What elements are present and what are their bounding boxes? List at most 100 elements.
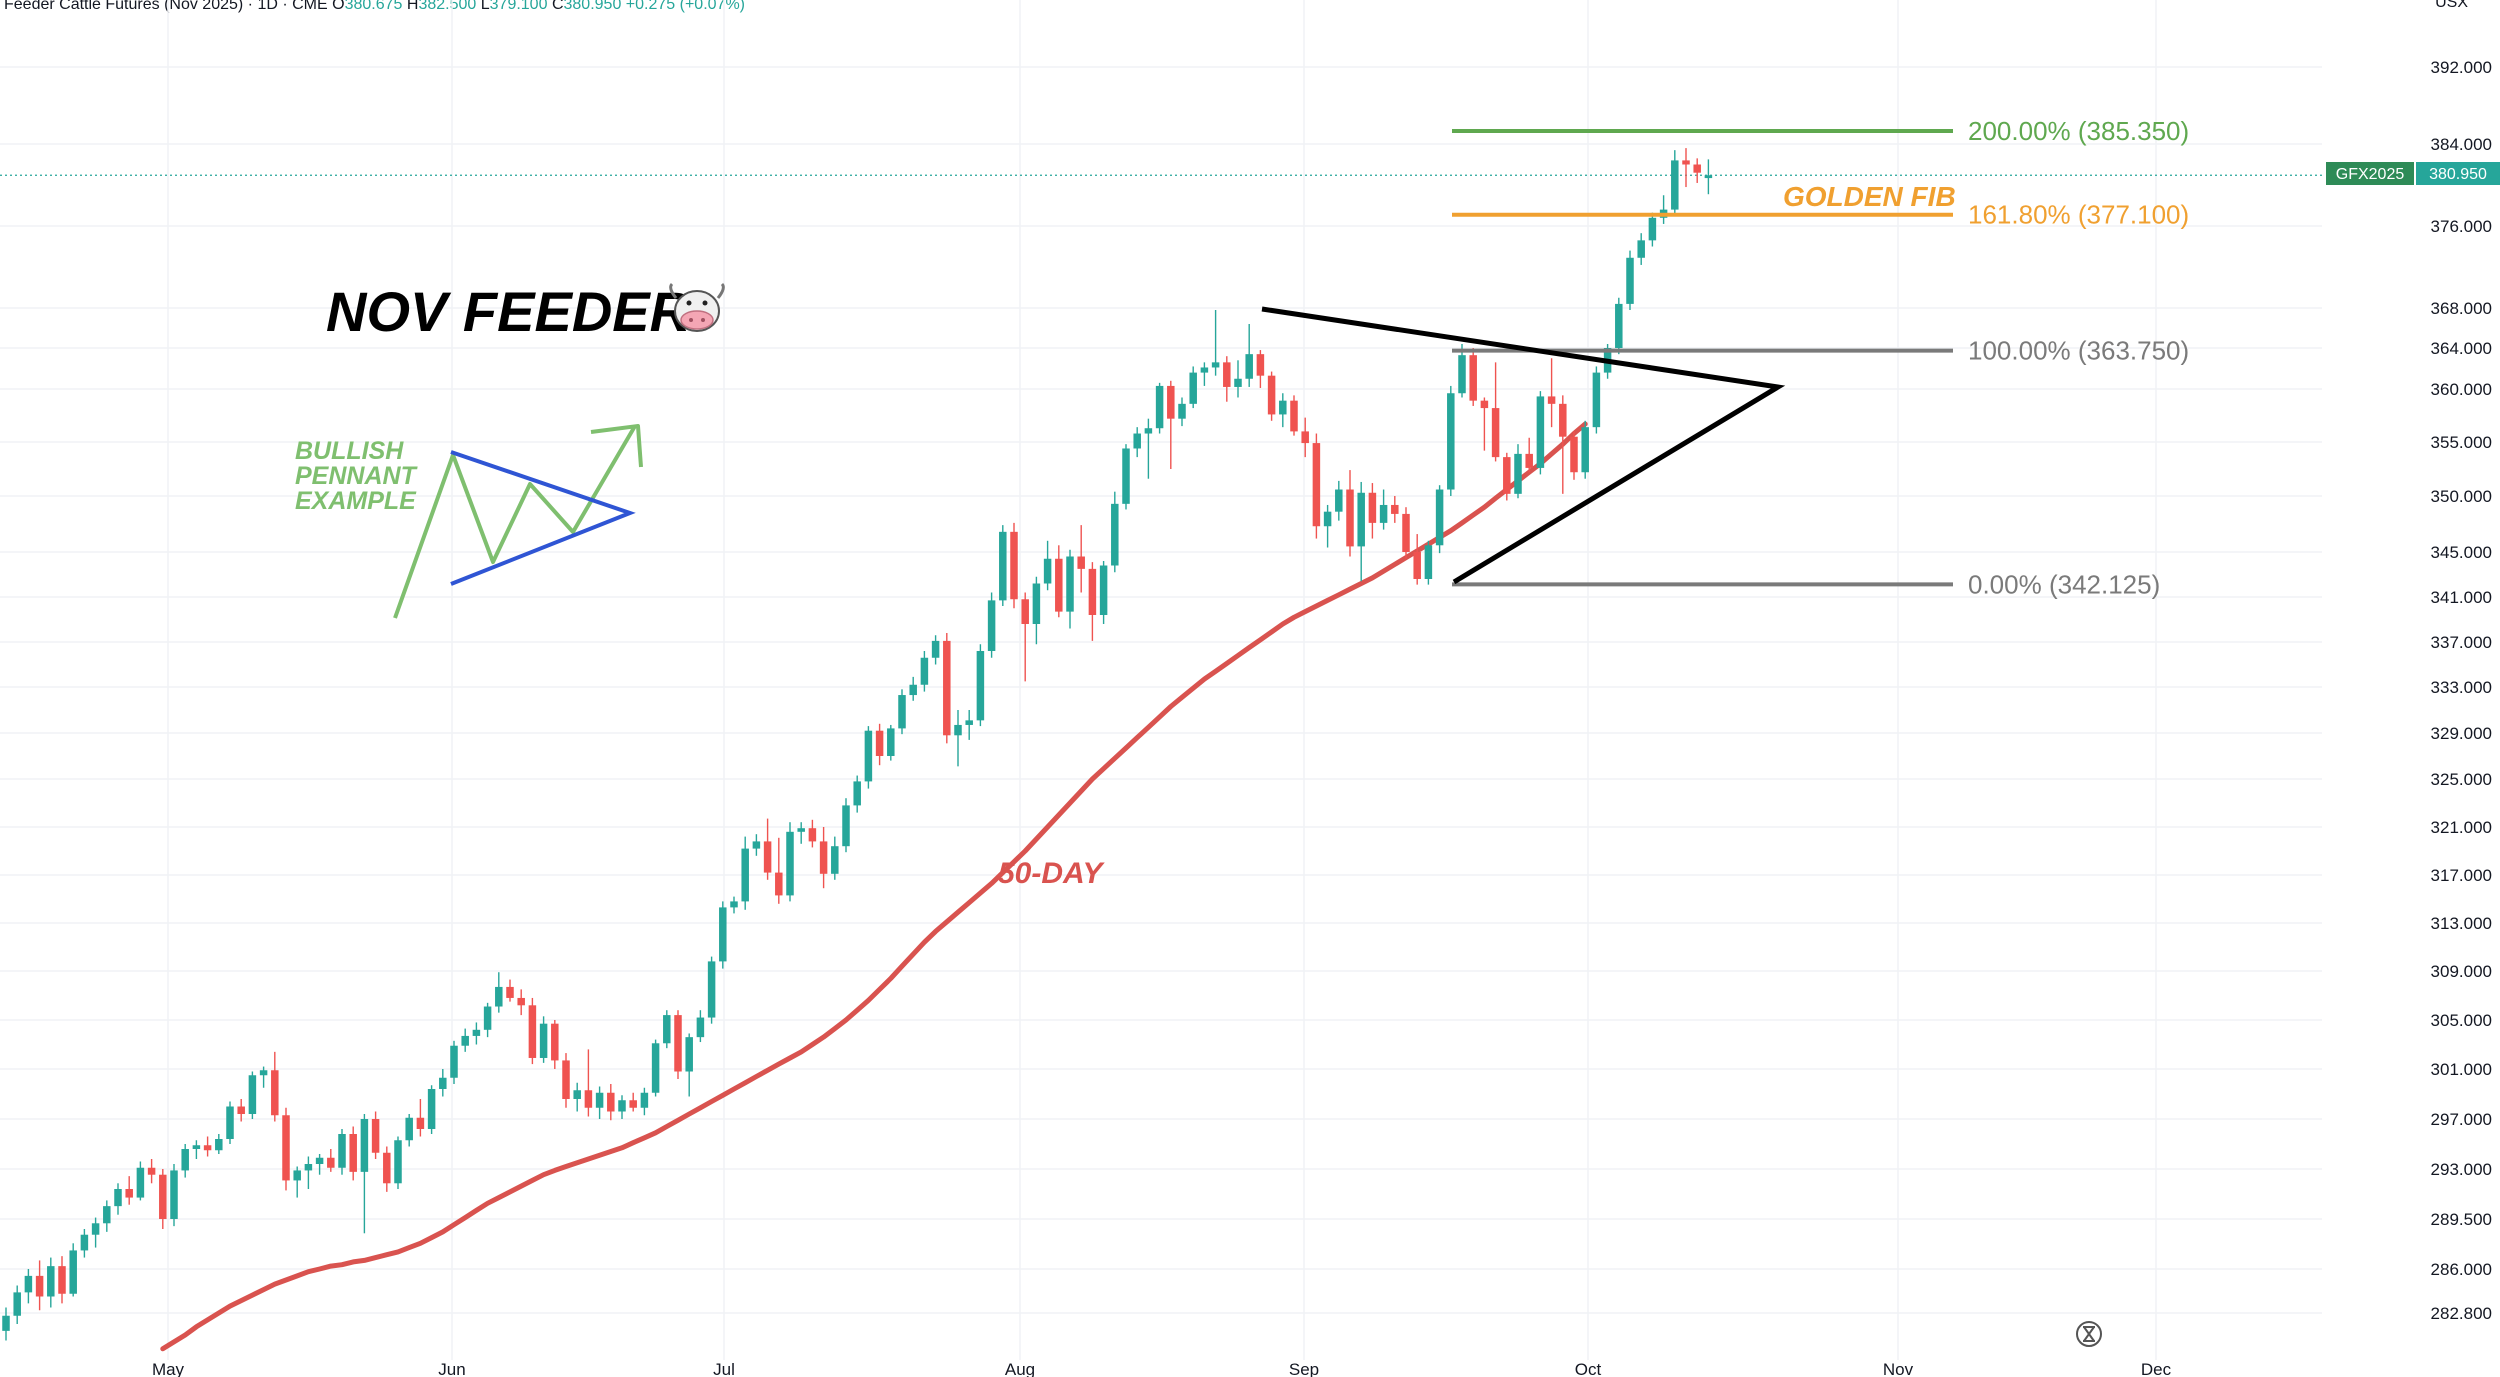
candle-body [394, 1140, 402, 1184]
candle-body [1010, 531, 1018, 600]
candle-body [1503, 457, 1511, 494]
candle-body [1290, 400, 1298, 432]
candle-body [976, 651, 985, 721]
price-tag-bg [2416, 162, 2500, 185]
candle-body [539, 1023, 548, 1058]
candle-body [181, 1149, 189, 1171]
close-value: 380.950 [563, 0, 622, 13]
candle-body [80, 1234, 89, 1251]
price-tick-label: 309.000 [2431, 962, 2492, 981]
candle-body [304, 1164, 313, 1171]
candle-body [1088, 568, 1097, 615]
candle-body [226, 1106, 234, 1139]
candle-body [293, 1170, 301, 1181]
candle-body [1111, 503, 1119, 566]
candle-body [282, 1115, 290, 1181]
candle-body [842, 805, 850, 847]
candle-body [1424, 545, 1433, 579]
candle-body [1379, 504, 1388, 523]
time-axis[interactable]: May Jun Jul Aug Sep Oct Nov Dec [152, 1360, 2172, 1377]
price-tick-label: 289.500 [2431, 1210, 2492, 1229]
candle-body [1615, 303, 1623, 348]
price-tick-label: 329.000 [2431, 724, 2492, 743]
candle-body [1413, 552, 1421, 579]
candle-body [1368, 492, 1377, 523]
candle-body [987, 600, 996, 651]
candle-body [461, 1035, 469, 1046]
ma-50-label: 50-DAY [998, 857, 1105, 890]
candle-body [1547, 396, 1556, 404]
candle-body [887, 728, 895, 756]
candle-body [1021, 599, 1029, 624]
candle-body [506, 986, 514, 998]
last-price-tag: GFX2025 380.950 [2326, 162, 2500, 185]
price-tick-label: 297.000 [2431, 1110, 2492, 1129]
candle-body [819, 841, 828, 874]
pennant-label-line-1: BULLISH [295, 437, 404, 465]
candle-body [1458, 355, 1466, 394]
symbol-title: Feeder Cattle Futures (Nov 2025) · 1D · … [4, 0, 328, 13]
candle-body [551, 1023, 559, 1061]
candle-body [875, 730, 884, 756]
candle-body [495, 986, 503, 1007]
price-tick-label: 325.000 [2431, 770, 2492, 789]
timer-icon[interactable] [2076, 1321, 2102, 1347]
candle-body [853, 781, 861, 806]
currency-unit[interactable]: USX [2435, 0, 2468, 11]
candle-body [1391, 504, 1399, 514]
candle-body [1525, 453, 1533, 468]
candle-body [640, 1092, 649, 1108]
candle-body [360, 1119, 369, 1172]
candle-body [775, 872, 783, 896]
time-tick-label: May [152, 1360, 185, 1377]
candle-body [1559, 403, 1567, 437]
low-value: 379.100 [489, 0, 548, 13]
candle-body [203, 1145, 212, 1151]
candle-body [1178, 403, 1186, 419]
price-axis[interactable]: 392.000 384.000 376.000 368.000 364.000 360.0… [2431, 58, 2492, 1323]
candle-body [1346, 489, 1354, 547]
chart-headline: NOV FEEDER [326, 280, 691, 343]
chart-header: Feeder Cattle Futures (Nov 2025) · 1D · … [4, 0, 745, 14]
candle-body [999, 531, 1007, 601]
candle-body [271, 1070, 279, 1116]
candle-body [69, 1250, 77, 1294]
pennant-example-arrow-path [393, 424, 637, 619]
candle-body [1357, 492, 1365, 547]
candle-body [114, 1189, 122, 1207]
fib-level-label: 0.00% (342.125) [1968, 569, 2160, 599]
candle-body [595, 1092, 604, 1108]
candle-body [931, 640, 940, 658]
pennant-triangle-lines [1261, 306, 1786, 585]
candle-body [1133, 433, 1141, 449]
fib-level-label: 100.00% (363.750) [1968, 336, 2189, 366]
candle-body [1301, 431, 1309, 444]
candle-body [192, 1145, 201, 1149]
candle-body [909, 684, 917, 696]
symbol-tag-bg [2326, 162, 2414, 185]
candle-body [1570, 436, 1578, 473]
candle-body [1099, 565, 1108, 615]
candle-body [618, 1100, 626, 1112]
price-tick-label: 341.000 [2431, 588, 2492, 607]
candle-body [1043, 558, 1052, 584]
candle-body [338, 1134, 346, 1168]
candle-body [483, 1006, 492, 1030]
candle-body [763, 841, 772, 873]
time-tick-label: Aug [1005, 1360, 1035, 1377]
candle-body [573, 1090, 581, 1099]
candle-body [91, 1223, 100, 1235]
price-tick-label: 333.000 [2431, 678, 2492, 697]
close-label: C [551, 0, 564, 13]
price-tick-label: 313.000 [2431, 914, 2492, 933]
price-tick-label: 350.000 [2431, 487, 2492, 506]
time-tick-label: Oct [1575, 1360, 1602, 1377]
candle-body [685, 1037, 693, 1072]
candle-body [1267, 375, 1276, 415]
candle-body [1402, 513, 1410, 552]
price-tick-label: 376.000 [2431, 217, 2492, 236]
golden-fib-label: GOLDEN FIB [1783, 181, 1956, 212]
price-tick-label: 286.000 [2431, 1260, 2492, 1279]
candle-body [1536, 396, 1545, 468]
